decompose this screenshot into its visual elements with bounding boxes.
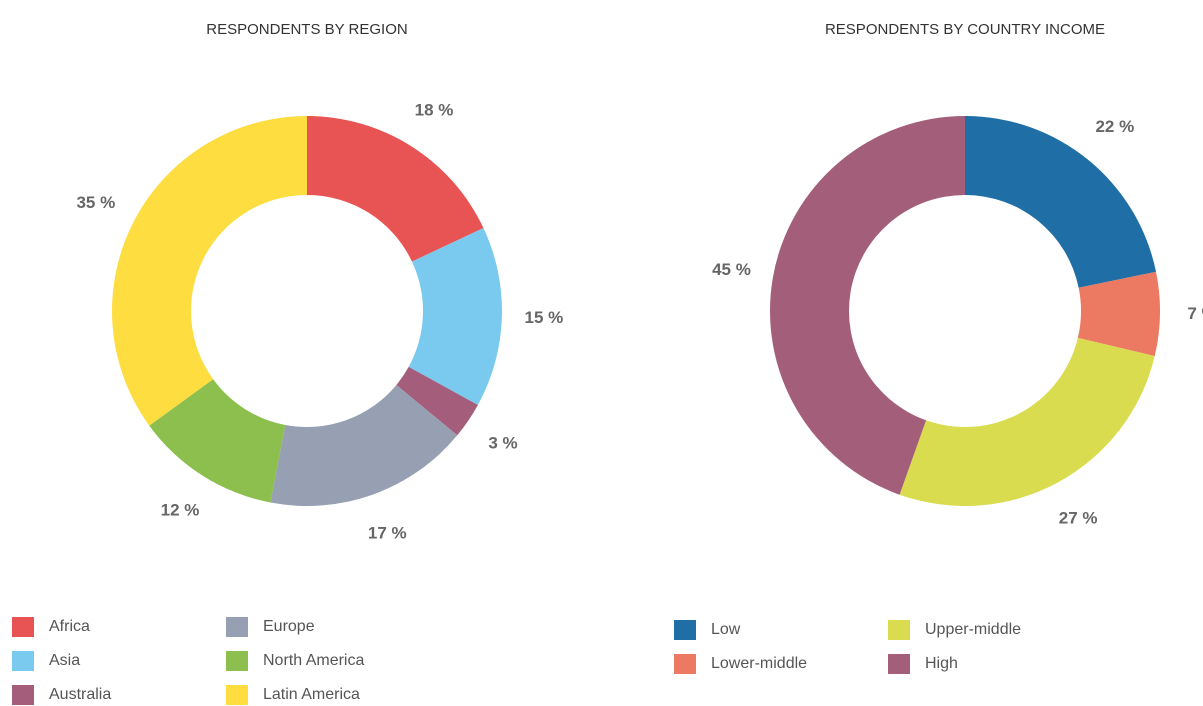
pie-slice [408,227,503,405]
data-label: 22 % [1095,117,1134,136]
data-label: 12 % [161,501,200,520]
pie-slice [899,337,1155,507]
legend-label: Upper-middle [925,621,1021,638]
legend-label: Australia [49,686,111,703]
pie-slice [270,384,458,506]
data-label: 17 % [368,523,407,542]
legend-swatch [888,620,910,640]
pie-slice [396,366,478,436]
data-label: 35 % [76,193,115,212]
data-label: 18 % [415,100,454,119]
data-label: 7 % [1187,304,1203,323]
data-label: 45 % [712,260,751,279]
data-label: 15 % [525,308,564,327]
legend-swatch [888,654,910,674]
legend-label: Africa [49,618,90,635]
legend-swatch [226,617,248,637]
pie-slice [1077,271,1160,357]
pie-slice [111,115,307,426]
data-label: 27 % [1059,509,1098,528]
legend-swatch [12,617,34,637]
legend-label: Low [711,621,741,638]
legend-label: North America [263,652,364,669]
legend-label: Latin America [263,686,360,703]
pie-slice [149,379,286,503]
legend-swatch [226,651,248,671]
legend-swatch [674,654,696,674]
legend-label: Asia [49,652,80,669]
data-label: 3 % [488,434,517,453]
legend-label: High [925,655,958,672]
pie-slice [307,116,484,262]
pie-slice [965,116,1157,288]
legend-swatch [674,620,696,640]
legend-swatch [12,651,34,671]
legend-label: Lower-middle [711,655,807,672]
legend-swatch [12,685,34,705]
legend-label: Europe [263,618,315,635]
chart-title: RESPONDENTS BY REGION [206,21,407,38]
chart-title: RESPONDENTS BY COUNTRY INCOME [825,21,1105,38]
legend-swatch [226,685,248,705]
pie-slice [769,116,965,495]
